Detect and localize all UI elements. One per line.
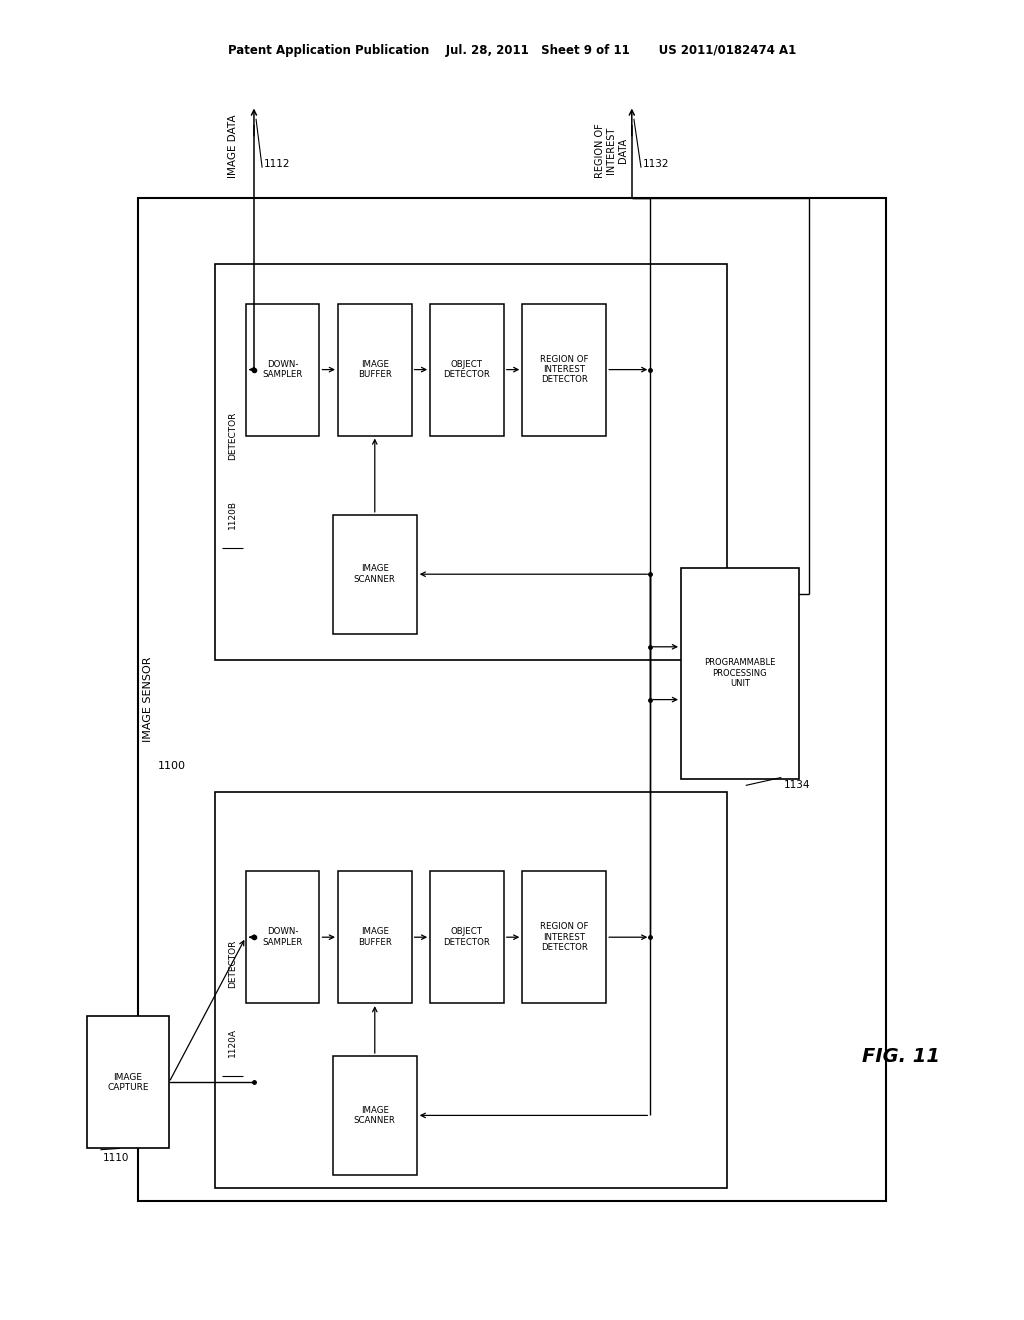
Text: IMAGE
CAPTURE: IMAGE CAPTURE xyxy=(108,1073,148,1092)
Text: FIG. 11: FIG. 11 xyxy=(862,1047,940,1065)
Text: 1110: 1110 xyxy=(102,1152,129,1163)
Text: 1120B: 1120B xyxy=(228,500,237,529)
Text: IMAGE
BUFFER: IMAGE BUFFER xyxy=(357,360,392,379)
Bar xyxy=(246,304,319,436)
Text: REGION OF
INTEREST
DETECTOR: REGION OF INTEREST DETECTOR xyxy=(540,923,589,952)
Text: DOWN-
SAMPLER: DOWN- SAMPLER xyxy=(262,928,303,946)
Text: 1132: 1132 xyxy=(643,158,670,169)
Bar xyxy=(87,1016,169,1148)
Text: 1112: 1112 xyxy=(264,158,291,169)
Bar xyxy=(333,1056,417,1175)
Bar xyxy=(522,871,606,1003)
Text: 1100: 1100 xyxy=(158,760,186,771)
Text: 1120A: 1120A xyxy=(228,1028,237,1057)
Text: Patent Application Publication    Jul. 28, 2011   Sheet 9 of 11       US 2011/01: Patent Application Publication Jul. 28, … xyxy=(228,44,796,57)
Bar xyxy=(333,515,417,634)
Text: DETECTOR: DETECTOR xyxy=(228,940,237,987)
Bar xyxy=(246,871,319,1003)
Text: IMAGE DATA: IMAGE DATA xyxy=(228,115,239,178)
Bar xyxy=(430,304,504,436)
Bar xyxy=(215,264,727,660)
Bar xyxy=(338,304,412,436)
Text: IMAGE
BUFFER: IMAGE BUFFER xyxy=(357,928,392,946)
Bar xyxy=(338,871,412,1003)
Bar xyxy=(681,568,799,779)
Text: REGION OF
INTEREST
DATA: REGION OF INTEREST DATA xyxy=(595,124,628,178)
Text: REGION OF
INTEREST
DETECTOR: REGION OF INTEREST DETECTOR xyxy=(540,355,589,384)
Text: IMAGE
SCANNER: IMAGE SCANNER xyxy=(354,565,395,583)
Text: OBJECT
DETECTOR: OBJECT DETECTOR xyxy=(443,360,490,379)
Bar xyxy=(430,871,504,1003)
Text: PROGRAMMABLE
PROCESSING
UNIT: PROGRAMMABLE PROCESSING UNIT xyxy=(705,659,775,688)
Text: IMAGE SENSOR: IMAGE SENSOR xyxy=(143,657,154,742)
Text: OBJECT
DETECTOR: OBJECT DETECTOR xyxy=(443,928,490,946)
Text: DOWN-
SAMPLER: DOWN- SAMPLER xyxy=(262,360,303,379)
Bar xyxy=(138,198,886,1201)
Text: 1134: 1134 xyxy=(783,780,810,791)
Bar xyxy=(522,304,606,436)
Bar xyxy=(215,792,727,1188)
Text: IMAGE
SCANNER: IMAGE SCANNER xyxy=(354,1106,395,1125)
Text: DETECTOR: DETECTOR xyxy=(228,412,237,459)
